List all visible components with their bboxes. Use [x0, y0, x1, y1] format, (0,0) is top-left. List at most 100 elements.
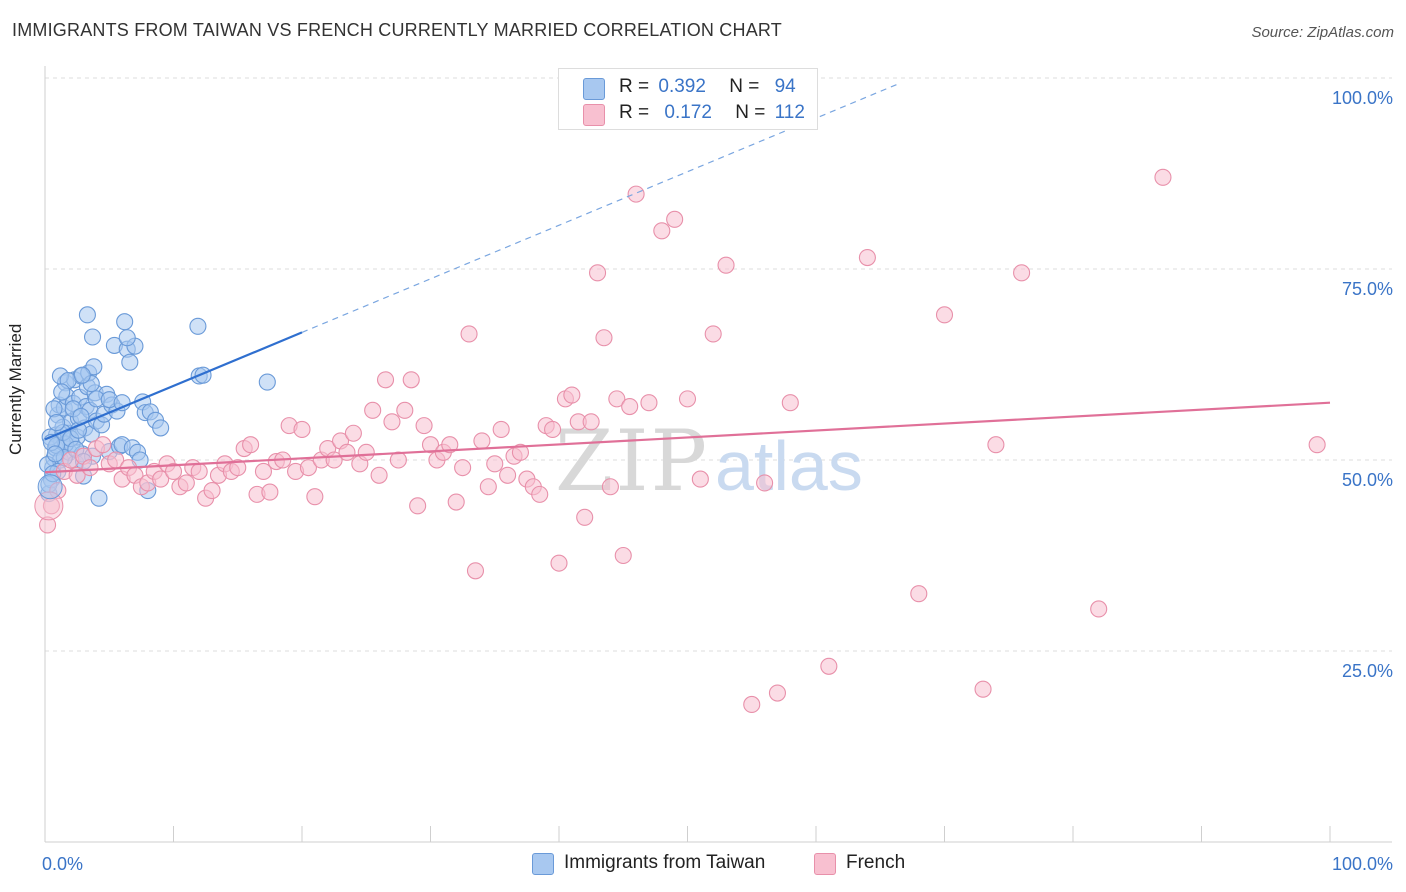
french-point: [460, 325, 478, 343]
french-point: [691, 470, 709, 488]
french-point: [511, 443, 530, 461]
french-point: [338, 443, 356, 461]
french-point: [190, 462, 208, 481]
french-point: [473, 432, 491, 450]
french-point: [94, 436, 112, 454]
french-point: [293, 420, 311, 438]
legend-text-french: R = 0.172 N = 112: [619, 102, 805, 124]
french-point: [486, 455, 504, 473]
french-point: [858, 248, 876, 267]
taiwan-point: [152, 419, 170, 437]
french-point: [203, 482, 221, 500]
french-point: [242, 436, 260, 454]
french-point: [576, 508, 594, 526]
french-point: [402, 371, 420, 389]
french-point: [383, 413, 401, 431]
taiwan-point: [121, 353, 139, 371]
legend-r-label: R =: [619, 102, 650, 123]
taiwan-point: [53, 383, 71, 401]
french-point: [820, 657, 838, 675]
french-point: [1090, 600, 1108, 618]
bottom-legend-label-french: French: [846, 852, 906, 873]
french-point: [421, 436, 440, 454]
french-point: [627, 185, 645, 203]
watermark-atlas: atlas: [715, 427, 863, 505]
french-point: [544, 420, 562, 438]
french-point: [614, 546, 632, 565]
bottom-legend-swatch-taiwan: [532, 853, 554, 875]
x-tick-label: 0.0%: [42, 854, 83, 874]
y-tick-label: 75.0%: [1342, 279, 1393, 299]
french-point: [666, 210, 684, 228]
french-point: [1154, 168, 1172, 186]
chart-title: IMMIGRANTS FROM TAIWAN VS FRENCH CURRENT…: [12, 20, 782, 40]
bottom-legend-label-taiwan: Immigrants from Taiwan: [564, 852, 766, 873]
french-point: [81, 459, 99, 477]
french-point: [935, 306, 954, 324]
french-trend-line: [44, 401, 1331, 474]
french-point: [974, 680, 992, 698]
french-point: [588, 264, 607, 282]
legend-n-label: N =: [735, 102, 766, 123]
legend: R = 0.392 N = 94 R = 0.172 N = 112: [558, 68, 818, 130]
y-tick-label: 50.0%: [1342, 470, 1393, 490]
french-point: [306, 488, 324, 506]
french-point: [396, 401, 414, 419]
taiwan-point: [46, 445, 64, 463]
taiwan-point: [48, 414, 66, 432]
french-point: [415, 417, 433, 435]
french-point: [409, 497, 427, 515]
french-point: [376, 371, 395, 389]
legend-r-label: R =: [619, 76, 650, 97]
taiwan-point: [118, 329, 136, 347]
french-point: [910, 585, 928, 603]
french-point: [1308, 436, 1326, 454]
taiwan-point: [78, 306, 96, 324]
legend-text-taiwan: R = 0.392 N = 94: [619, 76, 796, 98]
taiwan-point: [90, 489, 108, 507]
legend-n-value: 94: [774, 76, 796, 97]
french-point: [768, 684, 787, 702]
taiwan-point: [85, 358, 103, 376]
legend-r-value: 0.172: [664, 102, 712, 123]
french-point: [743, 695, 761, 714]
french-point: [229, 459, 247, 477]
taiwan-point: [83, 328, 102, 346]
x-tick-label: 100.0%: [1332, 854, 1393, 874]
french-point: [479, 478, 497, 496]
french-point: [499, 466, 517, 484]
french-point: [582, 413, 600, 431]
french-point: [717, 256, 735, 274]
french-point: [164, 462, 183, 481]
french-point: [601, 478, 619, 496]
french-point: [531, 485, 549, 503]
french-point: [640, 394, 658, 412]
bottom-legend-swatch-french: [814, 853, 836, 875]
taiwan-point: [258, 373, 276, 391]
french-point: [177, 474, 195, 492]
french-point: [441, 436, 459, 454]
french-point: [299, 459, 317, 477]
french-point: [152, 470, 170, 488]
french-point: [563, 386, 581, 404]
french-point: [987, 436, 1005, 454]
french-point: [447, 493, 465, 511]
french-point: [781, 394, 799, 412]
legend-swatch-taiwan: [583, 78, 605, 100]
french-point: [344, 424, 362, 442]
legend-r-value: 0.392: [658, 76, 706, 97]
french-point: [254, 462, 273, 481]
french-point: [357, 443, 375, 461]
y-tick-label: 100.0%: [1332, 88, 1393, 108]
french-point: [621, 397, 639, 416]
legend-swatch-french: [583, 104, 605, 126]
french-point: [608, 390, 626, 408]
french-point: [704, 325, 722, 343]
taiwan-trend-line: [44, 331, 303, 441]
taiwan-point: [73, 366, 91, 384]
french-point: [1013, 264, 1031, 282]
legend-n-value: 112: [774, 102, 805, 123]
french-point: [595, 329, 613, 347]
chart-source: Source: ZipAtlas.com: [1251, 24, 1394, 41]
